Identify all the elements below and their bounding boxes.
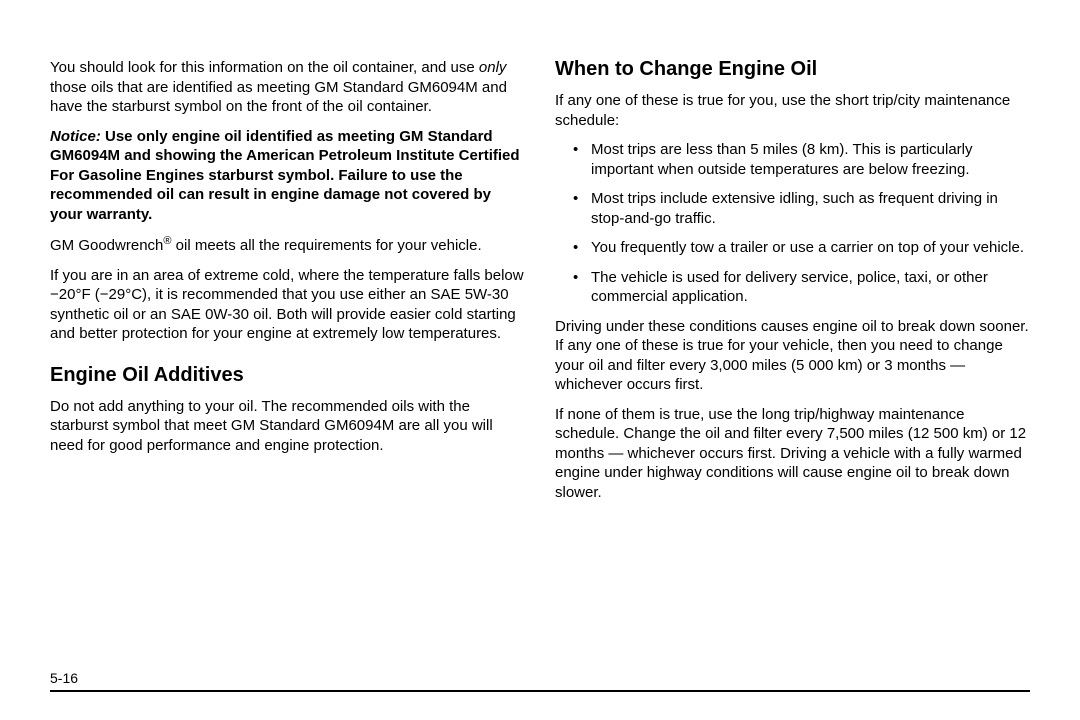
page-footer: 5-16 [50,670,1030,692]
page-number: 5-16 [50,670,1030,686]
text-segment: You should look for this information on … [50,59,479,76]
text-segment: GM Goodwrench [50,237,163,254]
paragraph-goodwrench: GM Goodwrench® oil meets all the require… [50,234,525,256]
paragraph-additives: Do not add anything to your oil. The rec… [50,397,525,456]
heading-when-change: When to Change Engine Oil [555,58,1030,81]
notice-paragraph: Notice: Use only engine oil identified a… [50,127,525,225]
list-item: Most trips include extensive idling, suc… [555,189,1030,228]
text-segment: oil meets all the requirements for your … [172,237,482,254]
list-item: Most trips are less than 5 miles (8 km).… [555,140,1030,179]
paragraph-schedule-intro: If any one of these is true for you, use… [555,91,1030,130]
paragraph-cold-weather: If you are in an area of extreme cold, w… [50,266,525,344]
content-columns: You should look for this information on … [50,58,1030,658]
paragraph-long-trip: If none of them is true, use the long tr… [555,405,1030,503]
heading-additives: Engine Oil Additives [50,364,525,387]
left-column: You should look for this information on … [50,58,525,658]
paragraph-short-trip: Driving under these conditions causes en… [555,317,1030,395]
footer-divider [50,690,1030,692]
list-item: The vehicle is used for delivery service… [555,268,1030,307]
conditions-list: Most trips are less than 5 miles (8 km).… [555,140,1030,307]
text-segment: those oils that are identified as meetin… [50,79,507,116]
text-italic-only: only [479,59,507,76]
notice-body: Use only engine oil identified as meetin… [50,128,520,223]
notice-label: Notice: [50,128,101,145]
registered-symbol: ® [163,235,171,247]
right-column: When to Change Engine Oil If any one of … [555,58,1030,658]
list-item: You frequently tow a trailer or use a ca… [555,238,1030,258]
paragraph-oil-container: You should look for this information on … [50,58,525,117]
